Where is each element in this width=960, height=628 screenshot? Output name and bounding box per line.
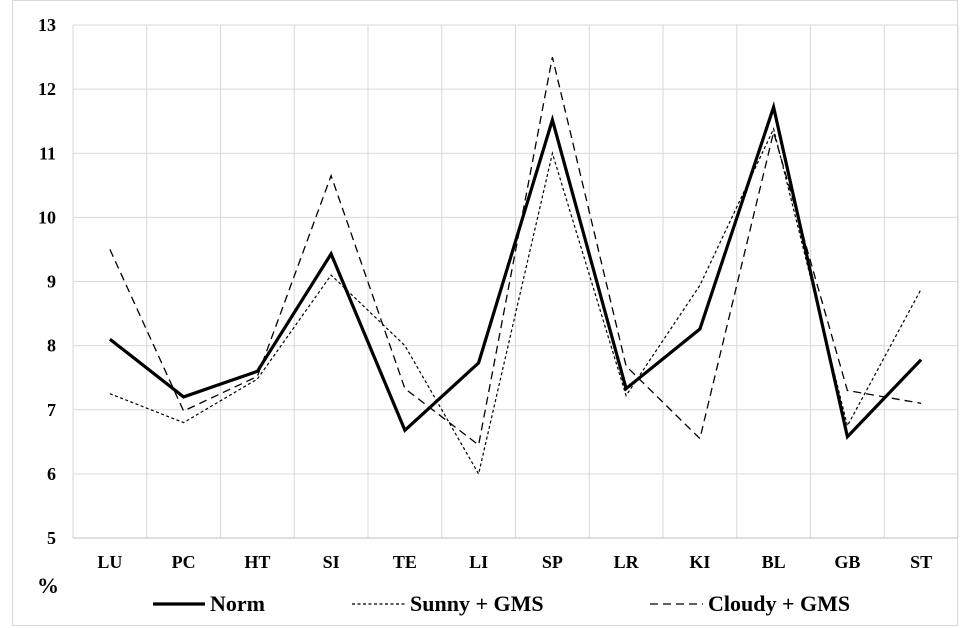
y-tick-label: 11 <box>39 143 56 163</box>
y-axis-label: % <box>37 573 59 598</box>
x-tick-label: PC <box>172 552 196 572</box>
x-tick-label: KI <box>689 552 710 572</box>
x-tick-label: SP <box>542 552 563 572</box>
y-tick-label: 10 <box>38 207 56 227</box>
series-lines <box>108 56 923 476</box>
x-tick-label: ST <box>910 552 932 572</box>
y-tick-label: 12 <box>38 79 56 99</box>
x-tick-label: HT <box>244 552 270 572</box>
gridlines <box>72 24 959 538</box>
legend-label: Sunny + GMS <box>410 591 544 616</box>
series-line-cloudy-gms <box>109 56 922 447</box>
y-tick-label: 6 <box>47 464 56 484</box>
y-tick-label: 7 <box>47 400 56 420</box>
series-line-sunny-gms <box>109 127 922 476</box>
x-tick-label: SI <box>323 552 340 572</box>
y-tick-labels: 5 6 7 8 9 10 11 12 13 <box>38 15 56 548</box>
legend: Norm Sunny + GMS Cloudy + GMS <box>153 591 850 616</box>
x-tick-labels: LU PC HT SI TE LI SP LR KI BL GB ST <box>97 552 932 572</box>
y-tick-label: 9 <box>47 272 56 292</box>
y-tick-label: 5 <box>47 528 56 548</box>
x-tick-label: BL <box>762 552 786 572</box>
x-tick-label: GB <box>834 552 860 572</box>
x-tick-label: LR <box>614 552 640 572</box>
legend-label: Cloudy + GMS <box>708 591 850 616</box>
x-tick-label: TE <box>393 552 417 572</box>
x-tick-label: LU <box>97 552 122 572</box>
y-tick-label: 8 <box>47 336 56 356</box>
y-tick-label: 13 <box>38 15 56 35</box>
legend-label: Norm <box>210 591 265 616</box>
series-line-norm <box>108 101 923 440</box>
x-tick-label: LI <box>469 552 488 572</box>
